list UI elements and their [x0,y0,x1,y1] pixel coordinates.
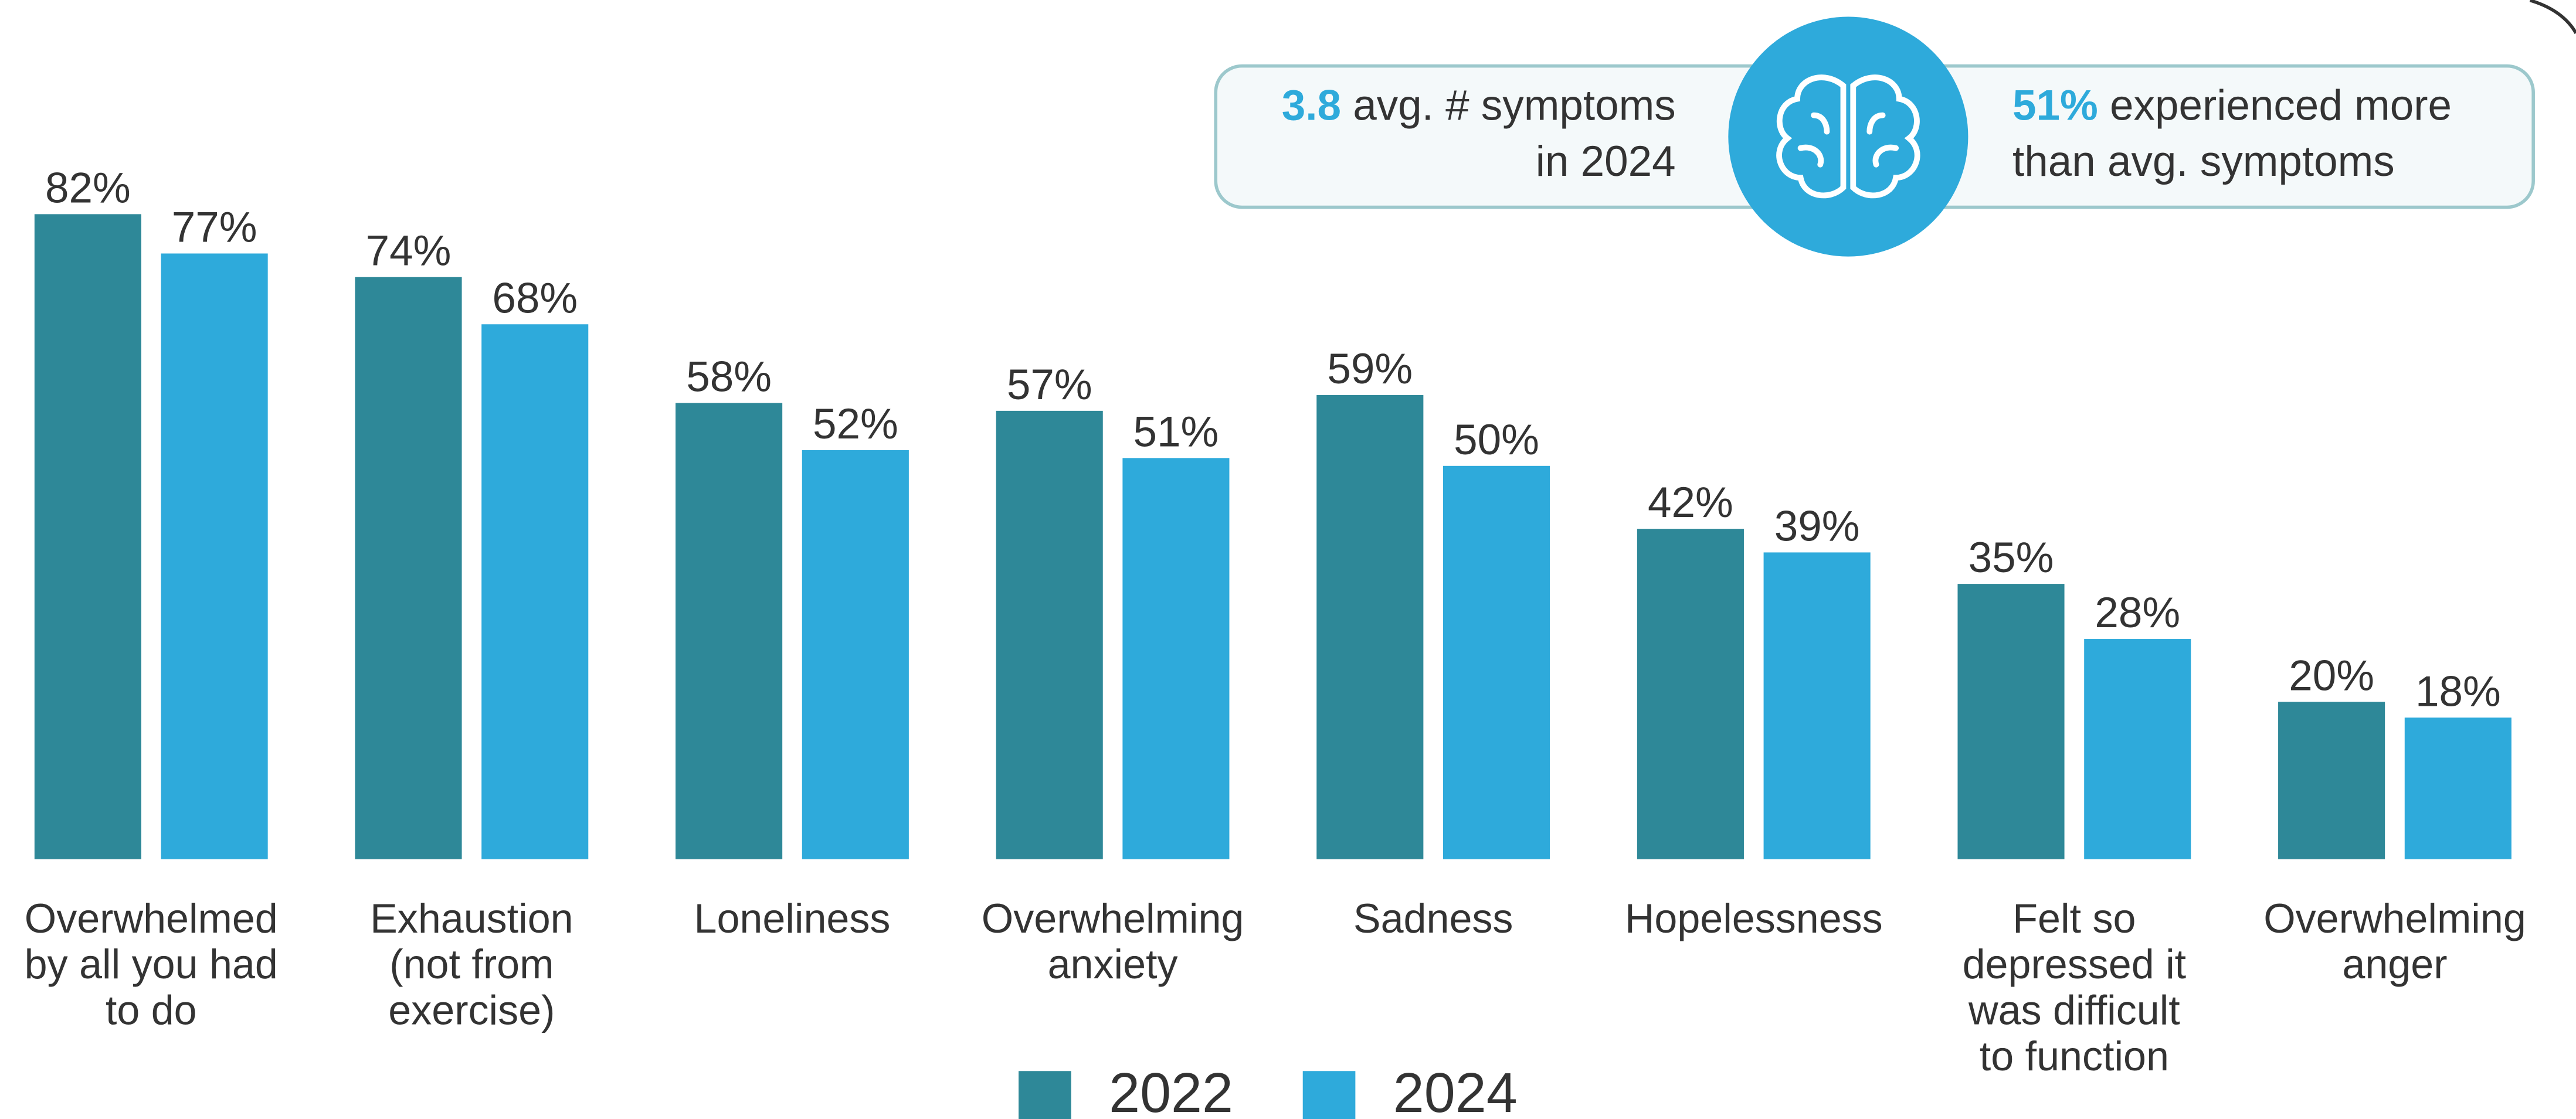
callout-highlight: 3.8 [1282,82,1341,130]
x-tick-label: Overwhelming [982,896,1244,941]
legend-label: 2024 [1393,1062,1518,1119]
bar [1122,458,1230,859]
bar [1637,529,1744,859]
x-tick-label: Loneliness [694,896,891,941]
x-tick-label: Overwhelming [2263,896,2526,941]
bar [1316,395,1424,859]
bar [2404,717,2511,859]
bar [34,214,141,859]
value-label: 52% [813,400,898,448]
x-tick-label: anxiety [1048,941,1178,987]
bar [1443,465,1550,859]
legend-label: 2022 [1109,1062,1233,1119]
value-label: 39% [1774,502,1860,550]
callout-text: avg. # symptoms [1353,82,1675,130]
value-label: 74% [366,227,452,275]
value-label: 35% [1969,534,2054,581]
value-label: 77% [172,203,257,251]
value-label: 28% [2095,589,2180,637]
bar [2084,639,2191,859]
x-tick-label: exercise) [388,988,555,1033]
x-tick-label: Felt so [2012,896,2136,941]
bar [996,410,1103,859]
bar [1763,552,1871,859]
x-tick-label: by all you had [25,941,278,987]
x-tick-label: Hopelessness [1625,896,1883,941]
bar [481,324,589,859]
value-label: 18% [2415,668,2501,715]
value-label: 82% [45,164,131,212]
x-tick-label: to do [106,988,197,1033]
value-label: 20% [2289,652,2374,699]
brain-icon [1776,74,1920,199]
callout-line: 51% experienced more [2012,82,2452,130]
value-label: 59% [1327,345,1413,393]
callout-line: 3.8 avg. # symptoms [1282,82,1676,130]
callout-line: than avg. symptoms [2012,138,2395,185]
value-label: 50% [1454,416,1539,464]
x-tick-label: (not from [389,941,554,987]
bar [355,277,462,859]
x-tick-label: to function [1980,1033,2169,1079]
value-label: 57% [1007,361,1092,409]
bar [1957,584,2065,859]
x-tick-label: Sadness [1353,896,1513,941]
bar [2278,702,2385,859]
bar [676,403,783,859]
x-tick-label: was difficult [1968,988,2180,1033]
x-tick-label: Exhaustion [370,896,573,941]
bar [802,450,909,859]
x-tick-label: depressed it [1963,941,2187,987]
corner-decoration [2529,0,2576,34]
value-label: 68% [492,274,578,322]
value-label: 58% [686,353,772,400]
value-label: 51% [1133,408,1219,455]
callout-line: in 2024 [1536,138,1676,185]
value-label: 42% [1648,479,1733,526]
x-tick-label: anger [2342,941,2447,987]
brain-badge [1728,16,1969,257]
x-tick-label: Overwhelmed [25,896,278,941]
callout-highlight: 51% [2012,82,2098,130]
callout-text: experienced more [2110,82,2452,130]
legend-swatch [1019,1071,1071,1119]
bar [161,253,268,859]
legend-swatch [1302,1071,1356,1119]
